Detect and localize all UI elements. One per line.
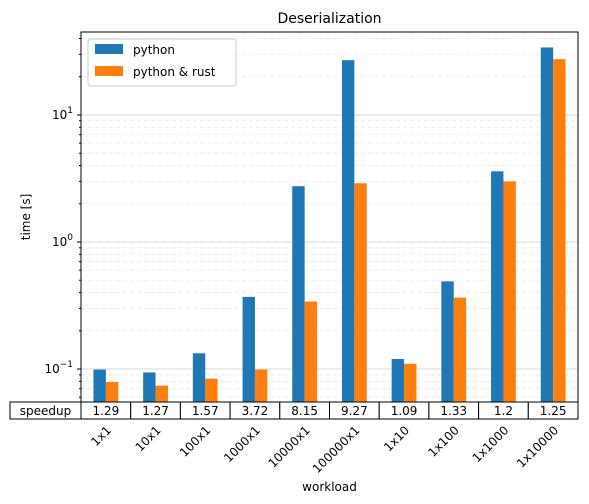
bar-python-1x10000 xyxy=(540,47,554,402)
bar-python-10x1 xyxy=(143,372,156,402)
bar-python-1x1000 xyxy=(491,171,504,402)
bar-python-rust-1x100 xyxy=(453,297,467,402)
bar-python-1000x1 xyxy=(242,296,255,402)
bar-python-rust-10x1 xyxy=(155,385,168,402)
speedup-value: 1.2 xyxy=(494,404,513,418)
bar-python-rust-100000x1 xyxy=(354,183,367,402)
bar-python-100x1 xyxy=(192,353,206,402)
chart-title: Deserialization xyxy=(277,11,381,27)
x-tick-label: 100x1 xyxy=(177,423,214,460)
y-tick-label: 101 xyxy=(52,106,73,122)
legend-frame xyxy=(87,38,237,87)
speedup-value: 1.33 xyxy=(440,404,467,418)
y-tick-label: 10−1 xyxy=(44,360,73,376)
speedup-value: 1.27 xyxy=(142,404,169,418)
x-axis-title: workload xyxy=(302,480,357,494)
legend-label-python-rust: python & rust xyxy=(133,65,216,79)
speedup-value: 8.15 xyxy=(291,404,318,418)
legend: python python & rust xyxy=(87,38,237,87)
speedup-value: 3.72 xyxy=(242,404,269,418)
bar-python-rust-100x1 xyxy=(205,378,218,402)
speedup-value: 1.29 xyxy=(92,404,119,418)
bars xyxy=(93,47,566,403)
x-tick-label: 1x10000 xyxy=(514,423,561,470)
legend-swatch-python xyxy=(95,44,123,54)
legend-label-python: python xyxy=(133,43,175,57)
y-tick-exponent: −1 xyxy=(60,360,73,370)
bar-python-1x10 xyxy=(391,358,405,402)
bar-python-rust-1x1000 xyxy=(503,181,516,402)
y-tick-label: 100 xyxy=(52,233,73,249)
y-tick-exponent: 0 xyxy=(67,233,73,243)
bar-python-rust-1x1 xyxy=(105,382,119,402)
y-tick-base: 10 xyxy=(44,362,59,376)
x-tick-label: 1000x1 xyxy=(221,423,263,465)
x-tick-label: 1x1000 xyxy=(470,423,512,465)
x-tick-label: 100000x1 xyxy=(310,423,363,476)
bar-python-100000x1 xyxy=(341,60,355,402)
speedup-value: 1.09 xyxy=(391,404,418,418)
table-cell xyxy=(527,401,579,420)
bar-python-rust-1x10000 xyxy=(553,59,566,403)
y-tick-exponent: 1 xyxy=(67,106,73,116)
x-tick-label: 1x1 xyxy=(88,423,114,449)
speedup-value: 9.27 xyxy=(341,404,368,418)
bar-python-rust-10000x1 xyxy=(304,301,318,402)
table-row-label: speedup xyxy=(20,404,71,418)
x-tick-label: 1x10 xyxy=(381,423,412,454)
speedup-value: 1.57 xyxy=(192,404,219,418)
x-tick-label: 1x100 xyxy=(425,423,462,460)
y-axis-title: time [s] xyxy=(19,194,33,241)
y-tick-base: 10 xyxy=(52,108,67,122)
bar-python-10000x1 xyxy=(292,186,305,402)
legend-swatch-python-rust xyxy=(95,66,123,76)
bar-python-rust-1x10 xyxy=(404,363,417,402)
bar-python-rust-1000x1 xyxy=(254,369,268,402)
speedup-table: speedup 1.29 1.27 1.57 3.72 8.15 9.27 1.09 1.33 1… xyxy=(9,401,579,420)
y-tick-base: 10 xyxy=(52,235,67,249)
bar-python-1x100 xyxy=(441,281,454,402)
bar-python-1x1 xyxy=(93,369,106,402)
x-tick-label: 10x1 xyxy=(133,423,164,454)
speedup-value: 1.25 xyxy=(540,404,567,418)
x-tick-label: 10000x1 xyxy=(265,423,312,470)
